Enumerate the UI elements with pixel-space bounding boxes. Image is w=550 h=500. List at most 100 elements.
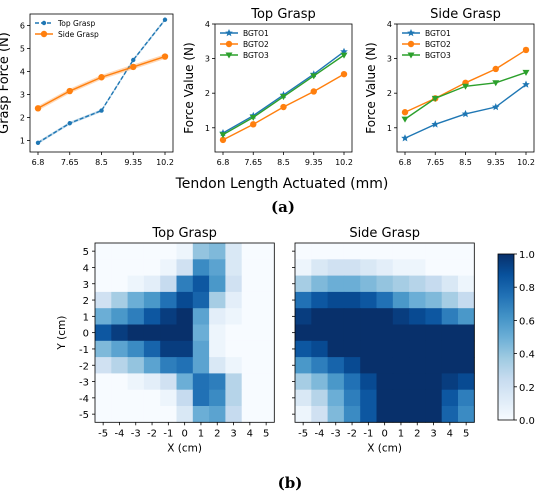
line-chart-2-legend: BGTO1 BGTO2 BGTO3 — [220, 29, 269, 60]
heatmap-1-cell — [160, 243, 177, 260]
heatmap-2-cell — [425, 259, 443, 276]
heatmap-2-cell — [376, 275, 394, 293]
heatmap-1-cell — [241, 275, 259, 293]
heatmap-2-cell — [376, 406, 394, 423]
heatmap-1-cell — [176, 291, 194, 309]
heatmap-2-cell — [343, 243, 361, 260]
heatmap-1-cell — [225, 406, 243, 423]
heatmap-1-cell — [209, 373, 226, 391]
heatmap-2-cell — [327, 357, 345, 374]
heatmap-1-cell — [111, 275, 128, 293]
heatmap-2-cell — [311, 308, 328, 325]
heatmap-1-cell — [209, 259, 226, 276]
heatmap-1-cell — [209, 389, 226, 407]
line-chart-1-x-tick-label: 9.35 — [124, 158, 142, 167]
heatmap-1-cell — [209, 406, 226, 423]
heatmap-2-cell — [458, 259, 475, 276]
heatmap-1-cell — [95, 243, 112, 260]
line-chart-2-y-tick-label: 1 — [205, 124, 210, 133]
line-chart-1-x-tick-label: 7.65 — [61, 158, 79, 167]
heatmap-1-cell — [209, 275, 226, 293]
heatmap-1-cell — [143, 291, 161, 309]
heatmap-1-cell — [258, 357, 275, 374]
heatmap-2-cell — [295, 389, 312, 407]
heatmap-1-cell — [111, 340, 128, 358]
heatmap-2-cell — [409, 291, 426, 309]
heatmap-1-cell — [127, 373, 145, 391]
line-chart-1-data-point-circle-marker — [98, 74, 105, 81]
heatmap-1-cell — [192, 406, 210, 423]
heatmap-1-cell — [127, 389, 145, 407]
heatmap-1-cell — [95, 324, 112, 342]
heatmap-2-cell — [425, 324, 443, 342]
heatmap-1-cell — [192, 357, 210, 374]
heatmap-1-cell — [127, 324, 145, 342]
heatmap-1-cell — [111, 406, 128, 423]
heatmap-1-cell — [143, 340, 161, 358]
heatmap-2-cell — [392, 324, 410, 342]
line-chart-2-data-point-triangle-marker — [249, 114, 257, 121]
heatmap-2-x-tick-label: 5 — [463, 428, 469, 439]
heatmap-1-cell — [143, 373, 161, 391]
heatmap-2-cell — [425, 406, 443, 423]
heatmap-1-y-tick-label: -2 — [79, 361, 89, 372]
heatmap-2-cell — [360, 324, 377, 342]
heatmap-2-cell — [425, 389, 443, 407]
heatmap-2-cell — [425, 357, 443, 374]
heatmap-1-cell — [176, 324, 194, 342]
heatmap-1-cell — [160, 357, 177, 374]
heatmap-1-cell — [95, 259, 112, 276]
heatmap-2-cell — [441, 389, 459, 407]
line-chart-2-y-tick-label: 3 — [205, 55, 210, 64]
line-chart-1-y-tick-label: 2 — [20, 114, 25, 123]
line-chart-3-legend: BGTO1 BGTO2 BGTO3 — [402, 29, 451, 60]
line-chart-3-legend-circle-marker — [407, 40, 415, 48]
line-chart-1-y-tick-label: 5 — [20, 45, 25, 54]
heatmap-1-cell — [127, 291, 145, 309]
heatmap-2-cell — [409, 324, 426, 342]
colorbar-tick-label: 0.6 — [519, 316, 535, 327]
heatmap-1-y-tick-label: -4 — [79, 394, 89, 405]
heatmap-1-cell — [160, 373, 177, 391]
heatmap-2-cell — [376, 308, 394, 325]
heatmap-1-cell — [176, 259, 194, 276]
heatmap-2-x-tick-label: 4 — [447, 428, 453, 439]
heatmap-1-y-tick-label: -1 — [79, 345, 89, 356]
colorbar-bar — [497, 253, 515, 421]
heatmap-1-cell — [111, 357, 128, 374]
line-chart-2-data-point-triangle-marker — [340, 52, 348, 59]
line-chart-2-axes-frame — [214, 23, 353, 153]
heatmap-2-cell — [441, 373, 459, 391]
heatmap-2-cell — [311, 357, 328, 374]
heatmap-2-cell — [392, 308, 410, 325]
heatmap-2-cell — [458, 324, 475, 342]
colorbar-tick-label: 0.2 — [519, 383, 535, 394]
heatmap-2-cell — [295, 259, 312, 276]
line-chart-3-y-tick-label: 2 — [387, 89, 392, 98]
line-chart-1-series-2 — [34, 53, 169, 112]
heatmap-1-cell — [225, 340, 243, 358]
heatmap-2-cell — [343, 340, 361, 358]
line-chart-1-data-point-circle-marker — [34, 105, 42, 112]
heatmap-2-cell — [360, 291, 377, 309]
heatmap-1-cell — [111, 324, 128, 342]
heatmap-2-cell — [376, 373, 394, 391]
heatmap-1-cell — [176, 243, 194, 260]
panel-a-label: (a) — [271, 198, 295, 216]
heatmap-2-cell — [376, 324, 394, 342]
line-chart-1-y-tick-label: 3 — [20, 91, 25, 100]
heatmap-1-cell — [160, 275, 177, 293]
heatmap-2-cell — [458, 406, 475, 423]
heatmap-1-cell — [225, 259, 243, 276]
heatmap-1-cell — [225, 291, 243, 309]
heatmap-2-cell — [311, 275, 328, 293]
line-chart-3-x-tick-label: 7.65 — [426, 158, 444, 167]
heatmap-1-cell — [127, 308, 145, 325]
heatmap-2-cell — [376, 291, 394, 309]
heatmap-1-cell — [258, 243, 275, 260]
line-chart-3-data-point-star-marker — [431, 120, 440, 128]
line-chart-2-data-point-triangle-marker — [280, 94, 287, 101]
line-chart-2-y-axis-label: Force Value (N) — [182, 42, 196, 133]
heatmap-1-cell — [241, 324, 259, 342]
heatmap-1-cell — [127, 340, 145, 358]
